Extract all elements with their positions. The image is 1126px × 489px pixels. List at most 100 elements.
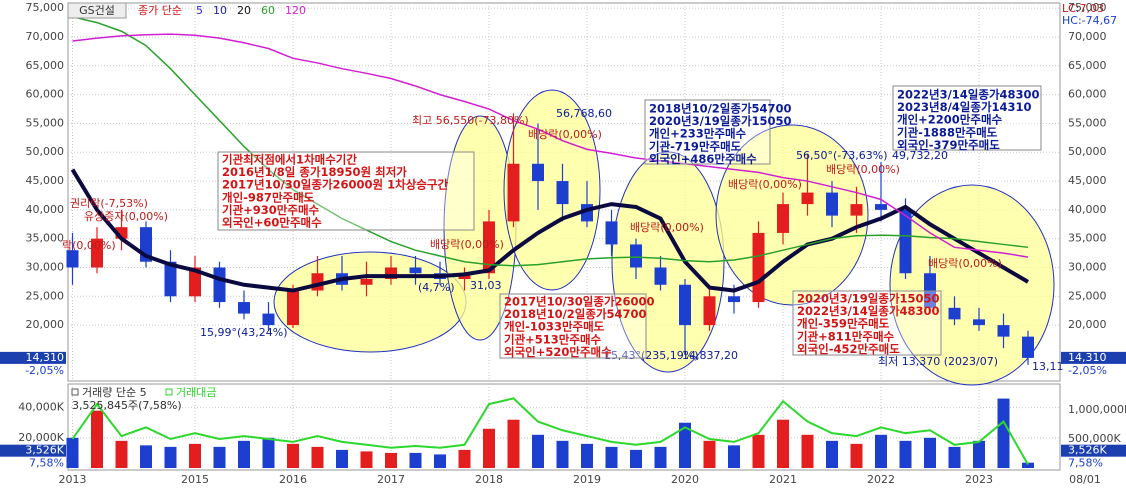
hc: HC:-74,67	[1062, 14, 1117, 27]
note-line: 기관최저점에서1차매수기간	[222, 153, 357, 167]
volume-info: 3,525,845주(7,58%)	[72, 399, 182, 412]
candle-body	[973, 319, 985, 326]
volume-bar	[507, 419, 520, 468]
y-tick-label: 75,000	[26, 1, 65, 14]
volume-bar	[679, 422, 691, 468]
note-line: 2022년3/14일종가48300	[897, 88, 1040, 102]
y-tick-label: 20,000	[26, 318, 65, 331]
annotation: 배당락(0,00%)	[826, 163, 900, 176]
note-line: 2018년10/2일종가54700	[649, 102, 792, 116]
legend-item: 거래량 단순 5	[82, 386, 147, 399]
note-box	[792, 290, 942, 356]
y2-tick-label: 25,000	[1068, 289, 1107, 302]
candle-body	[483, 221, 495, 274]
legend-swatch	[71, 388, 79, 396]
y2-tick-label: 20,000	[1068, 318, 1107, 331]
ellipse	[273, 251, 467, 353]
x-tick-label: 2021	[769, 473, 797, 486]
note-line: 2022년3/14일종가48300	[797, 304, 940, 318]
y-tick-label: 40,000	[26, 203, 65, 216]
current-price: 14,310	[1068, 351, 1107, 364]
note-line: 개인-987만주매도	[222, 190, 315, 204]
y-tick-label: 45,000	[26, 174, 65, 187]
current-volume-change: 7,58%	[1068, 457, 1103, 470]
legend-item: 5	[196, 4, 203, 17]
x-tick-label: 2015	[181, 473, 209, 486]
y2-tick-label: 70,000	[1068, 30, 1107, 43]
volume-bar	[213, 446, 226, 468]
candle-body	[728, 296, 740, 303]
legend-swatch	[165, 388, 173, 396]
current-volume-box	[1061, 444, 1126, 457]
candle-body	[262, 313, 275, 326]
note-line: 2017년10/30일종가26000	[504, 295, 655, 309]
volume-bar	[899, 440, 912, 468]
x-tick-label: 2022	[867, 473, 895, 486]
candle-body	[115, 227, 128, 239]
y2-tick-label: 40,000	[1068, 203, 1107, 216]
volume-bar	[924, 437, 936, 468]
annotation: 유상증자(0,00%)	[84, 210, 168, 223]
note-line: 2020년3/19일종가15050	[649, 114, 792, 128]
legend-item: 120	[285, 4, 306, 17]
note-line: 2016년1/8일 종가18950원 최저가	[222, 165, 407, 179]
annotation: (4,7%)	[418, 281, 455, 294]
annotation: 15,43°(235,19%)	[604, 349, 699, 362]
y2-tick-label: 65,000	[1068, 59, 1107, 72]
candle-body	[679, 284, 691, 326]
candle-body	[287, 290, 299, 326]
y-tick-label: 55,000	[26, 116, 65, 129]
volume-bar	[875, 434, 887, 468]
volume-bar	[483, 428, 495, 468]
volume-bar	[728, 445, 740, 468]
current-change: -2,05%	[1068, 364, 1107, 377]
note-line: 외국인+486만주매수	[649, 152, 757, 166]
volume-bar	[262, 437, 275, 468]
annotation: 권리락(-7,53%)	[70, 197, 148, 210]
candle-body	[385, 267, 397, 280]
annotation: 배당락(0,00%)	[728, 178, 802, 191]
note-line: 개인-359만주매도	[797, 317, 890, 331]
note-line: 개인+233만주매수	[649, 127, 747, 141]
volume-bar	[66, 437, 79, 468]
moving-average	[72, 16, 1029, 267]
x-tick-label: 2020	[671, 473, 699, 486]
legend-item: 20	[237, 4, 251, 17]
current-volume-box	[0, 444, 66, 457]
volume-bar	[850, 443, 863, 468]
note-line: 2023년8/4일종가14310	[897, 100, 1032, 114]
annotation: 56,768,60	[556, 107, 612, 120]
volume-bar	[1022, 462, 1034, 468]
highlight-ellipses	[273, 89, 1055, 386]
note-line: 기관+513만주매수	[504, 332, 602, 346]
y-tick-label: 70,000	[26, 30, 65, 43]
y-tick-label: 50,000	[26, 145, 65, 158]
y-tick-label: 30,000	[26, 260, 65, 273]
y2-tick-label: 500,000K	[1068, 432, 1121, 445]
candle-body	[189, 267, 201, 297]
current-change: -2,05%	[25, 364, 64, 377]
candle-body	[801, 192, 814, 205]
lc: LC:7,03	[1062, 2, 1104, 15]
candle-body	[66, 250, 79, 268]
y-tick-label: 20,000K	[18, 431, 64, 444]
current-price-box	[0, 351, 66, 364]
symbol: GS건설	[79, 4, 115, 17]
volume-bar	[556, 440, 569, 468]
annotation: 배당락(0,00%)	[928, 257, 1002, 270]
y2-tick-label: 45,000	[1068, 174, 1107, 187]
candle-body	[630, 244, 642, 268]
trade-value-line	[71, 397, 1029, 466]
note-box	[644, 99, 771, 165]
volume-bar	[409, 452, 422, 468]
annotation: 49,732,20	[892, 149, 948, 162]
current-volume-change: 7,58%	[29, 457, 64, 470]
note-line: 외국인-452만주매도	[797, 342, 900, 356]
annotation: 배당락(0,00%)	[430, 238, 504, 251]
annotation: 13,11	[1032, 360, 1064, 373]
volume-bar	[336, 449, 348, 468]
candle-body	[997, 325, 1010, 337]
